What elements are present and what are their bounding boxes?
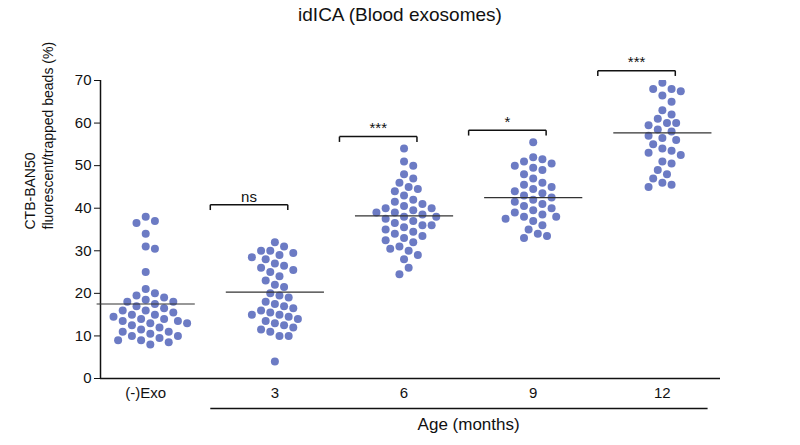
- svg-text:***: ***: [369, 119, 387, 136]
- svg-text:ns: ns: [241, 188, 257, 205]
- svg-text:*: *: [504, 113, 510, 130]
- svg-text:CTB-BAN50fluorescent/trapped b: CTB-BAN50fluorescent/trapped beads (%): [22, 42, 56, 230]
- svg-text:10: 10: [75, 327, 92, 344]
- svg-text:6: 6: [400, 384, 408, 401]
- svg-text:Age (months): Age (months): [418, 415, 520, 434]
- svg-text:40: 40: [75, 199, 92, 216]
- svg-text:3: 3: [271, 384, 279, 401]
- svg-text:***: ***: [628, 53, 646, 70]
- svg-text:9: 9: [529, 384, 537, 401]
- svg-text:70: 70: [75, 71, 92, 88]
- html-text:idICA (Blood exosomes): idICA (Blood exosomes): [298, 4, 502, 25]
- svg-text:20: 20: [75, 284, 92, 301]
- svg-text:0: 0: [83, 369, 91, 386]
- svg-text:30: 30: [75, 242, 92, 259]
- svg-text:50: 50: [75, 156, 92, 173]
- svg-text:12: 12: [654, 384, 671, 401]
- svg-text:60: 60: [75, 114, 92, 131]
- svg-text:(-)Exo: (-)Exo: [125, 384, 166, 401]
